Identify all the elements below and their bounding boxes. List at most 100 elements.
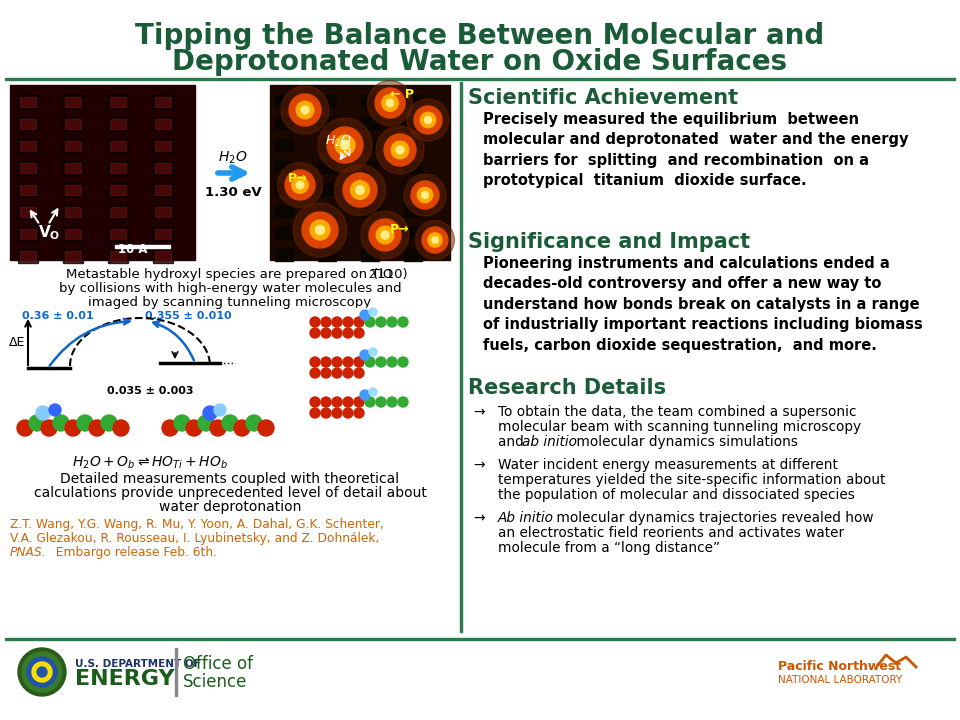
Bar: [5, 638, 955, 640]
Circle shape: [162, 420, 178, 436]
Bar: [318, 249, 336, 261]
Circle shape: [101, 415, 117, 431]
Text: →: →: [473, 511, 485, 525]
Bar: [155, 185, 171, 195]
Text: molecule from a “long distance”: molecule from a “long distance”: [498, 541, 720, 555]
Bar: [20, 229, 36, 239]
Bar: [10, 85, 195, 260]
Circle shape: [321, 397, 331, 407]
Bar: [110, 185, 126, 195]
Circle shape: [332, 408, 342, 418]
Circle shape: [354, 408, 364, 418]
Text: Z.T. Wang, Y.G. Wang, R. Mu, Y. Yoon, A. Dahal, G.K. Schenter,: Z.T. Wang, Y.G. Wang, R. Mu, Y. Yoon, A.…: [10, 518, 384, 531]
Bar: [63, 117, 83, 131]
Circle shape: [316, 225, 324, 235]
Circle shape: [398, 357, 408, 367]
Circle shape: [301, 106, 309, 114]
Circle shape: [292, 176, 308, 193]
Text: $H_2O$: $H_2O$: [218, 150, 248, 166]
Circle shape: [310, 408, 320, 418]
Circle shape: [407, 99, 449, 141]
Bar: [318, 95, 336, 107]
Circle shape: [89, 420, 105, 436]
Circle shape: [332, 368, 342, 378]
Circle shape: [18, 648, 66, 696]
Bar: [18, 227, 38, 241]
Circle shape: [416, 220, 454, 259]
Bar: [404, 227, 422, 239]
Bar: [310, 348, 420, 386]
Circle shape: [411, 181, 439, 209]
Text: 10 A: 10 A: [118, 243, 148, 256]
Circle shape: [234, 420, 250, 436]
Bar: [18, 139, 38, 153]
Circle shape: [418, 187, 433, 203]
Bar: [318, 205, 336, 217]
Circle shape: [174, 415, 190, 431]
Bar: [155, 163, 171, 173]
Circle shape: [321, 408, 331, 418]
Text: (110): (110): [373, 268, 409, 281]
Bar: [20, 163, 36, 173]
Text: Deprotonated Water on Oxide Surfaces: Deprotonated Water on Oxide Surfaces: [173, 48, 787, 76]
Circle shape: [365, 317, 375, 327]
Bar: [404, 139, 422, 151]
Circle shape: [53, 415, 69, 431]
Circle shape: [376, 317, 386, 327]
Circle shape: [354, 328, 364, 338]
Text: P→: P→: [390, 223, 410, 236]
Text: 0.36 ± 0.01: 0.36 ± 0.01: [22, 311, 94, 321]
Text: 1.30 eV: 1.30 eV: [204, 186, 261, 199]
Bar: [275, 139, 293, 151]
Bar: [275, 227, 293, 239]
Bar: [18, 117, 38, 131]
Circle shape: [376, 357, 386, 367]
Bar: [20, 141, 36, 151]
Circle shape: [318, 118, 372, 172]
Bar: [155, 141, 171, 151]
Bar: [18, 183, 38, 197]
Bar: [115, 245, 170, 248]
Text: To obtain the data, the team combined a supersonic: To obtain the data, the team combined a …: [498, 405, 856, 419]
Circle shape: [222, 415, 238, 431]
Bar: [275, 205, 293, 217]
Bar: [20, 97, 36, 107]
Bar: [361, 139, 379, 151]
Bar: [65, 163, 81, 173]
Bar: [155, 251, 171, 261]
Text: by collisions with high-energy water molecules and: by collisions with high-energy water mol…: [59, 282, 401, 295]
Bar: [110, 207, 126, 217]
Circle shape: [387, 397, 397, 407]
Bar: [63, 205, 83, 219]
Text: $H_2O + O_b \rightleftharpoons HO_{Ti} + HO_b$: $H_2O + O_b \rightleftharpoons HO_{Ti} +…: [72, 455, 228, 472]
Circle shape: [382, 95, 398, 112]
Text: Embargo release Feb. 6th.: Embargo release Feb. 6th.: [48, 546, 217, 559]
Bar: [65, 229, 81, 239]
Circle shape: [332, 328, 342, 338]
Circle shape: [354, 317, 364, 327]
Circle shape: [297, 181, 303, 189]
Text: molecular dynamics trajectories revealed how: molecular dynamics trajectories revealed…: [552, 511, 874, 525]
Circle shape: [424, 117, 431, 124]
Text: P→: P→: [288, 172, 307, 185]
Bar: [5, 78, 955, 80]
Circle shape: [387, 317, 397, 327]
Circle shape: [360, 310, 370, 320]
Text: V.A. Glezakou, R. Rousseau, I. Lyubinetsky, and Z. Dohnálek,: V.A. Glezakou, R. Rousseau, I. Lyubinets…: [10, 532, 379, 545]
Circle shape: [365, 397, 375, 407]
Text: Significance and Impact: Significance and Impact: [468, 232, 750, 252]
Circle shape: [343, 173, 377, 207]
Bar: [318, 139, 336, 151]
Bar: [153, 183, 173, 197]
Bar: [310, 308, 420, 346]
Circle shape: [421, 192, 428, 199]
Circle shape: [376, 226, 394, 244]
Text: and: and: [498, 435, 528, 449]
Bar: [318, 227, 336, 239]
Circle shape: [17, 420, 33, 436]
Bar: [153, 249, 173, 263]
Text: Office of: Office of: [183, 655, 253, 673]
Circle shape: [343, 368, 353, 378]
Circle shape: [381, 231, 389, 239]
Circle shape: [186, 420, 202, 436]
